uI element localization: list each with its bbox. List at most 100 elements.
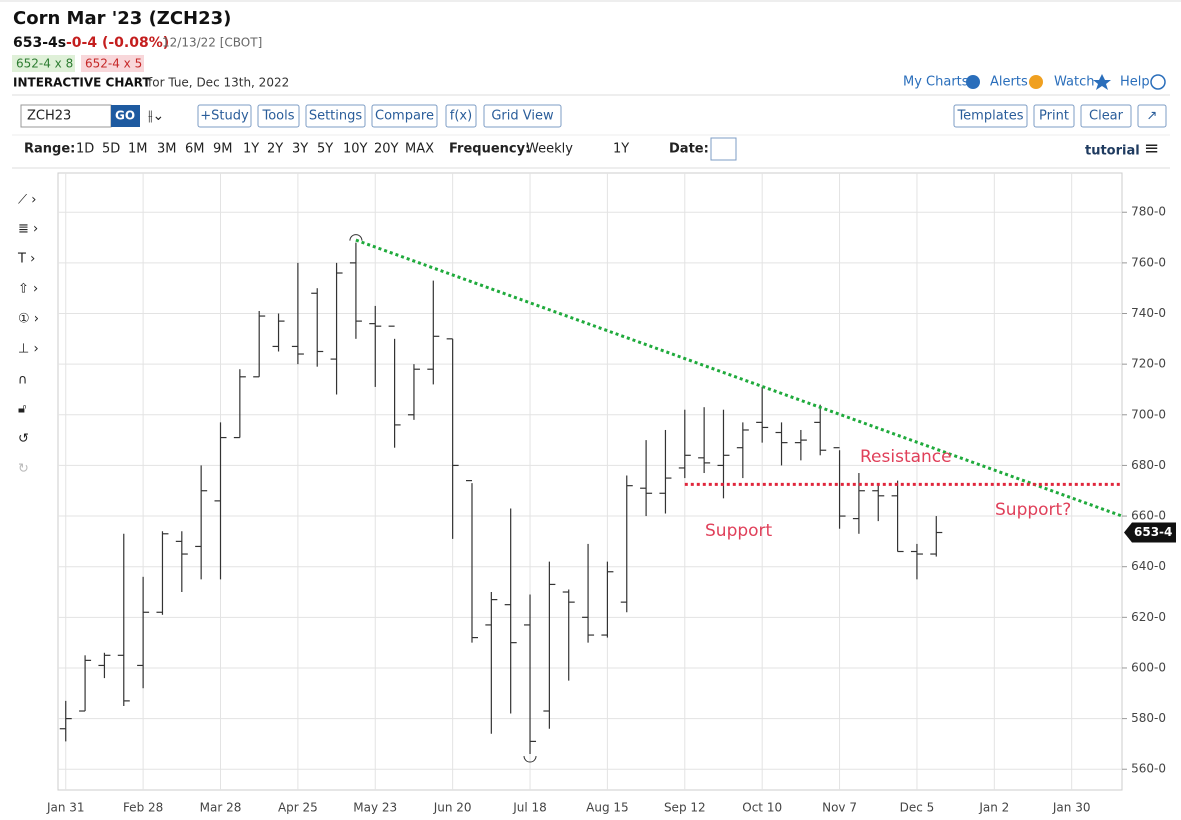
button-box — [371, 104, 438, 128]
date-picker[interactable] — [710, 137, 737, 161]
y-tick-label: 620-0 — [1131, 610, 1166, 624]
button[interactable]: Grid View — [483, 104, 562, 128]
ohlc-bar — [814, 404, 827, 456]
chart-label: INTERACTIVE CHART — [13, 76, 151, 90]
y-tick-label: 720-0 — [1131, 357, 1166, 371]
trendline — [355, 238, 1123, 518]
ohlc-bar — [175, 531, 188, 593]
ohlc-bar — [504, 508, 517, 714]
x-tick-label: Apr 25 — [278, 801, 318, 815]
range-option[interactable]: MAX — [405, 142, 434, 157]
x-tick-label: Jan 31 — [46, 801, 85, 815]
x-tick-label: Jul 18 — [512, 801, 547, 815]
ohlc-bar — [59, 700, 72, 742]
ohlc-bar — [620, 475, 633, 613]
range-option[interactable]: 3M — [157, 142, 177, 157]
plot-area — [57, 172, 1123, 791]
range-option[interactable]: 3Y — [292, 142, 308, 157]
button[interactable]: f(x) — [445, 104, 477, 128]
high-marker — [349, 234, 363, 241]
range-option[interactable]: 10Y — [343, 142, 368, 157]
button[interactable]: Clear — [1080, 104, 1132, 128]
ohlc-bar — [678, 409, 691, 479]
range-option[interactable]: 1Y — [243, 142, 259, 157]
ohlc-bar — [659, 429, 672, 514]
range-label: Range: — [24, 142, 75, 157]
ohlc-bar — [891, 480, 904, 553]
nav-link[interactable]: Alerts — [990, 75, 1028, 90]
tool[interactable]: 🔓︎ — [18, 402, 26, 417]
y-tick-label: 660-0 — [1131, 509, 1166, 523]
frequency[interactable]: Weekly — [526, 142, 573, 157]
tool[interactable]: ∩ — [18, 373, 28, 388]
ohlc-bar — [794, 429, 807, 461]
tutorial[interactable]: tutorial — [1085, 144, 1140, 159]
button-label: Print — [1039, 109, 1069, 124]
menu-icon[interactable]: ≡ — [1144, 138, 1159, 159]
tool[interactable]: ⊥ › — [18, 342, 39, 357]
ohlc-bar — [98, 652, 111, 679]
nav-link[interactable]: Watch — [1054, 75, 1094, 90]
go-label: GO — [115, 109, 135, 123]
ohlc-bar — [736, 422, 749, 479]
button[interactable]: Compare — [371, 104, 438, 128]
help-icon — [1150, 74, 1166, 90]
last-price-label: 653-4 — [1134, 525, 1172, 539]
ohlc-bar — [117, 533, 130, 706]
expand-box — [1137, 104, 1167, 128]
last-price: 653-4s — [13, 35, 66, 51]
plus-icon — [966, 75, 980, 89]
ohlc-bar — [407, 364, 420, 420]
ohlc-bar — [524, 594, 537, 755]
button[interactable]: Settings — [305, 104, 366, 128]
go-button[interactable] — [111, 105, 140, 127]
button[interactable]: Tools — [257, 104, 300, 128]
range-option[interactable]: 1D — [76, 142, 94, 157]
range-option[interactable]: 5Y — [317, 142, 333, 157]
x-tick-label: Jun 20 — [433, 801, 472, 815]
ohlc-bar — [872, 483, 885, 522]
range-option[interactable]: 20Y — [374, 142, 399, 157]
ranges: 1D 5D 1M 3M 6M 9M 1Y 2Y 3Y 5Y 10Y 20Y MAX — [76, 142, 434, 157]
button[interactable]: Templates — [953, 104, 1028, 128]
bar-type-icon[interactable]: ⫲⌄ — [148, 108, 164, 124]
period[interactable]: 1Y — [613, 142, 629, 157]
drawing-tools: ⟋ › ≣ › T › ⇧ › ① › ⊥ › ∩ 🔓︎ ↺ ↻ — [17, 193, 39, 477]
y-tick-label: 780-0 — [1131, 205, 1166, 219]
range-option[interactable]: 9M — [213, 142, 233, 157]
tool[interactable]: ⟋ › — [18, 193, 36, 208]
button-label: Clear — [1089, 109, 1124, 124]
x-tick-label: May 23 — [353, 801, 397, 815]
annotation: Support? — [995, 500, 1071, 520]
ohlc-bar — [756, 386, 769, 443]
ask-box — [81, 55, 144, 72]
ohlc-bar — [543, 561, 556, 729]
tool[interactable]: ↺ — [18, 432, 29, 447]
tool[interactable]: ≣ › — [18, 222, 38, 237]
ohlc-bar — [640, 440, 653, 517]
tool[interactable]: ⇧ › — [18, 282, 38, 297]
range-option[interactable]: 5D — [102, 142, 120, 157]
tool[interactable]: ↻ — [18, 462, 29, 477]
button-box — [197, 104, 252, 128]
nav-link[interactable]: Help — [1120, 75, 1150, 90]
x-tick-label: Jan 2 — [978, 801, 1009, 815]
range-option[interactable]: 2Y — [267, 142, 283, 157]
button[interactable]: Print — [1033, 104, 1075, 128]
plot: Jan 31 Feb 28 Mar 28 Apr 25 May 23 Jun 20 Jul … — [46, 172, 1176, 815]
ohlc-bar — [910, 543, 923, 580]
button-box — [445, 104, 477, 128]
ohlc-bar — [214, 422, 227, 580]
button[interactable]: +Study — [197, 104, 252, 128]
low-marker — [523, 755, 537, 763]
range-option[interactable]: 6M — [185, 142, 205, 157]
change: -0-4 (-0.08%) — [66, 35, 169, 51]
nav-link[interactable]: My Charts — [903, 75, 969, 90]
range-option[interactable]: 1M — [128, 142, 148, 157]
button[interactable]: ↗ — [1137, 104, 1167, 128]
tool[interactable]: T › — [17, 252, 35, 267]
tool[interactable]: ① › — [18, 312, 39, 327]
x-tick-label: Sep 12 — [664, 801, 706, 815]
